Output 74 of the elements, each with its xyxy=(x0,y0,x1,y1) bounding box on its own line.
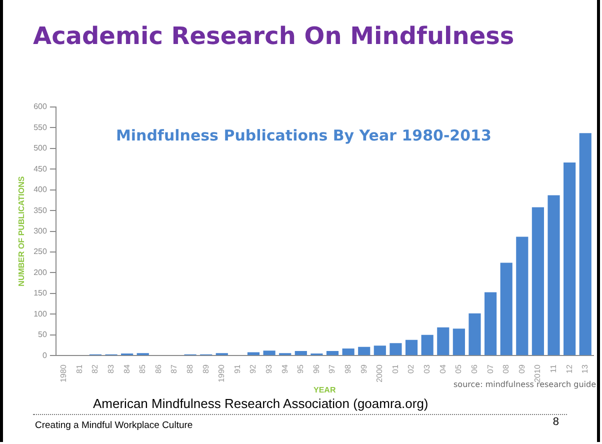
x-tick-label: 95 xyxy=(296,364,306,374)
x-tick-label: 04 xyxy=(438,364,448,374)
x-tick-label: 81 xyxy=(74,364,84,374)
x-axis-title: YEAR xyxy=(313,385,336,394)
text: American Mindfulness Research Association (goamra.org) xyxy=(93,396,428,411)
bar xyxy=(532,207,544,356)
x-tick-label: 83 xyxy=(106,364,116,374)
x-tick-label: 2000 xyxy=(375,364,384,382)
bar xyxy=(421,334,434,356)
text: 8 xyxy=(552,416,559,428)
bar xyxy=(437,327,450,356)
bar xyxy=(579,133,592,356)
x-tick-label: 84 xyxy=(122,364,132,374)
bar xyxy=(294,351,307,356)
x-tick-label: 97 xyxy=(328,364,337,374)
source-note: source: mindfulness research guide xyxy=(454,380,596,390)
x-tick-label: 02 xyxy=(406,364,416,374)
x-tick-label: 01 xyxy=(390,364,400,374)
y-tick-label: 50 xyxy=(38,330,48,340)
x-tick-label: 93 xyxy=(264,364,274,374)
x-tick-label: 12 xyxy=(564,364,574,374)
x-tick-label: 87 xyxy=(170,364,179,374)
bar xyxy=(263,350,276,356)
y-axis-title: NUMBER OF PUBLICATIONS xyxy=(17,176,26,286)
y-tick-label: 300 xyxy=(34,226,48,236)
x-tick-label: 91 xyxy=(232,364,242,374)
bar xyxy=(564,162,576,356)
y-tick-label: 450 xyxy=(34,164,48,174)
bar xyxy=(468,313,481,356)
y-tick-label: 200 xyxy=(34,268,48,277)
bar xyxy=(452,328,465,356)
y-tick-label: 250 xyxy=(34,247,48,256)
x-tick-label: 99 xyxy=(359,364,368,374)
x-tick-label: 08 xyxy=(502,364,511,374)
x-tick-label: 94 xyxy=(280,364,290,374)
text: Creating a Mindful Workplace Culture xyxy=(35,420,193,431)
y-tick-label: 100 xyxy=(34,309,48,318)
y-tick-label: 600 xyxy=(34,102,48,112)
x-tick-label: 92 xyxy=(248,364,258,374)
bar xyxy=(390,343,402,356)
x-tick-label: 03 xyxy=(422,364,432,374)
y-tick-label: 150 xyxy=(34,288,48,298)
bar xyxy=(548,195,560,356)
bar xyxy=(374,346,386,356)
bar xyxy=(342,348,354,356)
x-tick-label: 2010 xyxy=(533,364,542,382)
x-tick-label: 1990 xyxy=(217,364,226,382)
x-tick-label: 82 xyxy=(90,364,100,374)
x-tick-label: 98 xyxy=(344,364,353,374)
bar xyxy=(484,292,497,356)
chart-title: Academic Research On Mindfulness xyxy=(33,22,514,50)
x-tick-label: 85 xyxy=(138,364,148,374)
y-tick-label: 550 xyxy=(34,122,48,132)
y-tick-label: 400 xyxy=(34,185,48,194)
x-tick-label: 07 xyxy=(486,364,495,374)
x-tick-label: 88 xyxy=(185,364,194,374)
text: Mindfulness Publications By Year 1980-2013 xyxy=(116,126,492,144)
bar xyxy=(326,351,339,356)
bar xyxy=(500,262,512,356)
bar xyxy=(405,340,418,356)
x-tick-label: 86 xyxy=(154,364,163,374)
x-tick-label: 96 xyxy=(312,364,321,374)
bar xyxy=(358,346,370,356)
y-tick-label: 0 xyxy=(42,350,48,360)
x-tick-label: 06 xyxy=(470,364,479,374)
y-tick-label: 500 xyxy=(34,144,48,153)
x-tick-label: 09 xyxy=(517,364,526,374)
y-tick-label: 350 xyxy=(34,206,48,215)
x-tick-label: 11 xyxy=(548,364,558,373)
x-tick-label: 13 xyxy=(580,364,590,374)
x-tick-label: 05 xyxy=(454,364,464,374)
bar xyxy=(516,236,528,356)
x-tick-label: 1980 xyxy=(59,364,68,382)
x-tick-label: 89 xyxy=(201,364,210,374)
